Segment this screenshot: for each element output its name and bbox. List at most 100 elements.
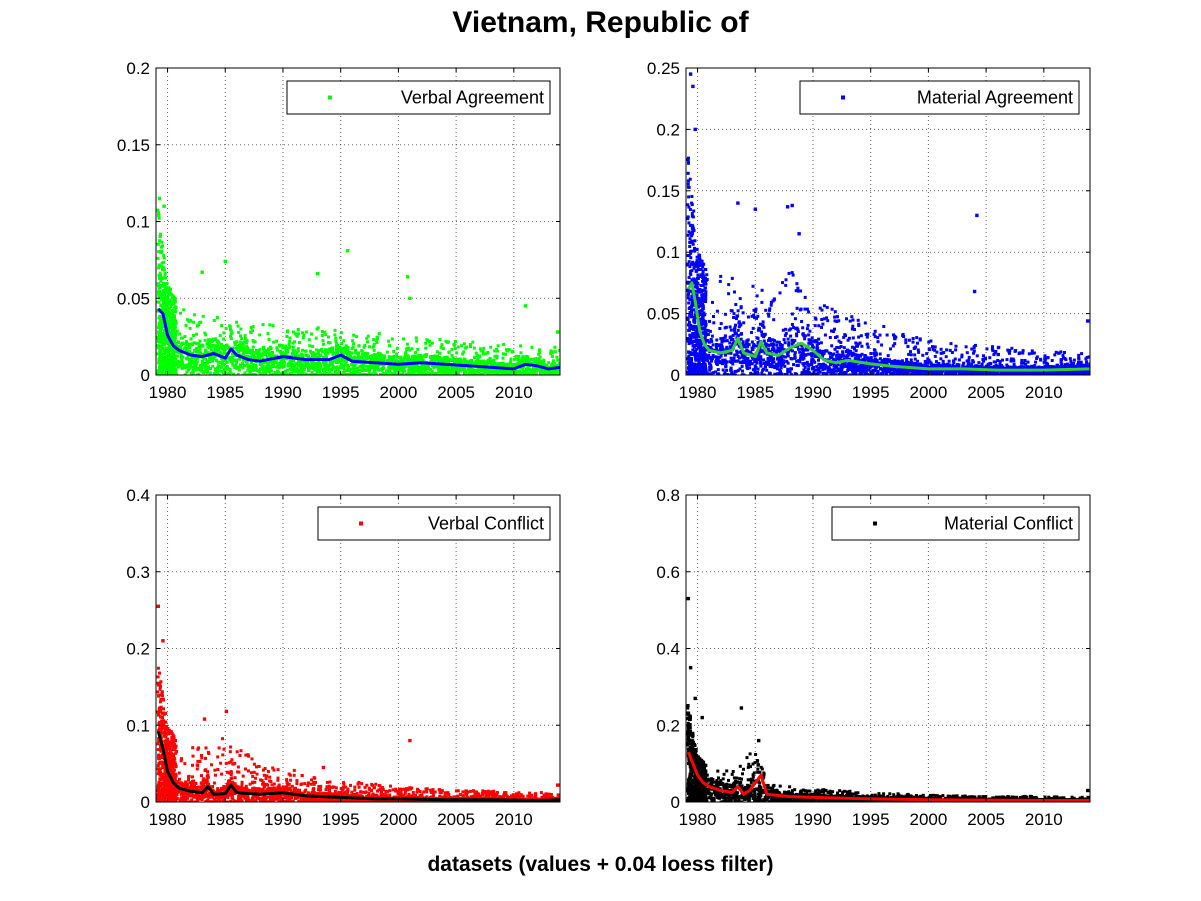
verbal-agreement-data-point [285,335,289,338]
material-agreement-data-point [787,343,791,347]
verbal-agreement-data-point [183,346,187,350]
verbal-agreement-data-point [313,373,317,375]
material-agreement-data-point [851,369,855,373]
verbal-agreement-data-point [463,361,467,365]
material-agreement-data-point [790,312,794,316]
material-agreement-data-point [918,373,922,375]
verbal-agreement-outlier-point [523,304,528,308]
material-agreement-data-point [853,370,857,373]
verbal-agreement-data-point [364,351,368,355]
verbal-agreement-data-point [501,371,505,375]
material-agreement-data-point [818,306,822,310]
material-agreement-data-point [822,317,826,321]
material-agreement-data-point [732,316,736,319]
verbal-agreement-data-point [174,333,178,337]
verbal-agreement-data-point [555,355,559,359]
material-agreement-data-point [807,367,811,371]
verbal-agreement-data-point [198,348,202,352]
verbal-agreement-data-point [267,365,271,369]
verbal-agreement-data-point [313,361,317,365]
verbal-agreement-data-point [476,356,480,360]
material-agreement-data-point [1054,350,1058,354]
verbal-agreement-data-point [485,362,489,366]
verbal-agreement-data-point [443,371,447,375]
verbal-agreement-data-point [323,355,327,359]
verbal-agreement-data-point [194,341,198,345]
verbal-agreement-data-point [451,367,455,370]
verbal-agreement-data-point [301,359,305,363]
material-agreement-data-point [867,368,871,372]
verbal-agreement-data-point [395,355,399,359]
verbal-agreement-data-point [472,346,476,350]
verbal-agreement-data-point [191,365,195,369]
verbal-agreement-data-point [538,355,542,359]
verbal-agreement-data-point [328,361,332,365]
verbal-agreement-data-point [392,349,396,353]
material-agreement-data-point [1059,350,1063,354]
verbal-agreement-data-point [362,358,366,362]
verbal-agreement-data-point [521,361,524,365]
verbal-agreement-data-point [474,351,478,355]
verbal-agreement-data-point [526,358,530,362]
material-agreement-data-point [856,344,859,348]
material-agreement-data-point [869,352,873,355]
material-agreement-data-point [806,323,810,327]
material-agreement-data-point [911,337,915,340]
verbal-agreement-data-point [419,358,423,362]
verbal-agreement-data-point [344,344,348,348]
verbal-agreement-data-point [157,300,161,304]
verbal-agreement-data-point [411,365,415,369]
verbal-agreement-data-point [340,350,344,354]
material-agreement-data-point [768,308,771,312]
verbal-agreement-data-point [323,362,327,366]
verbal-agreement-data-point [271,324,275,328]
verbal-agreement-data-point [260,353,264,357]
verbal-agreement-data-point [158,285,162,289]
verbal-agreement-data-point [319,366,323,369]
verbal-agreement-data-point [331,365,335,369]
verbal-agreement-data-point [272,340,276,344]
verbal-agreement-data-point [338,359,342,363]
material-agreement-data-point [777,340,781,344]
verbal-agreement-data-point [405,373,409,375]
verbal-agreement-data-point [263,352,267,356]
verbal-agreement-data-point [262,360,266,364]
verbal-agreement-data-point [163,329,167,332]
verbal-agreement-data-point [467,365,471,369]
verbal-agreement-data-point [160,240,164,244]
verbal-agreement-data-point [229,328,233,332]
verbal-agreement-data-point [312,356,316,360]
material-agreement-data-point [719,349,723,353]
verbal-agreement-data-point [473,356,476,359]
material-agreement-data-point [737,356,741,360]
verbal-agreement-data-point [253,340,257,344]
verbal-agreement-data-point [294,354,297,358]
material-agreement-data-point [710,359,713,363]
verbal-agreement-data-point [224,327,228,330]
verbal-agreement-data-point [343,372,347,375]
material-agreement-data-point [715,309,719,313]
verbal-agreement-data-point [174,321,178,325]
verbal-agreement-data-point [557,363,560,367]
material-agreement-data-point [811,339,815,343]
material-agreement-data-point [830,356,834,360]
verbal-agreement-data-point [266,332,270,336]
material-agreement-data-point [833,327,836,331]
material-agreement-data-point [783,364,787,368]
material-agreement-data-point [791,273,795,277]
material-agreement-data-point [991,349,995,353]
verbal-agreement-data-point [478,359,482,363]
verbal-agreement-data-point [532,371,536,375]
material-agreement-data-point [811,366,815,370]
verbal-agreement-data-point [426,365,430,369]
verbal-agreement-data-point [368,368,371,372]
verbal-agreement-data-point [376,358,380,362]
material-agreement-data-point [750,362,754,366]
verbal-agreement-data-point [312,354,316,358]
material-agreement-data-point [799,289,803,293]
material-agreement-data-point [917,350,921,354]
material-agreement-data-point [825,365,829,369]
verbal-agreement-data-point [188,357,192,361]
verbal-agreement-data-point [263,370,267,374]
verbal-agreement-data-point [267,370,271,374]
